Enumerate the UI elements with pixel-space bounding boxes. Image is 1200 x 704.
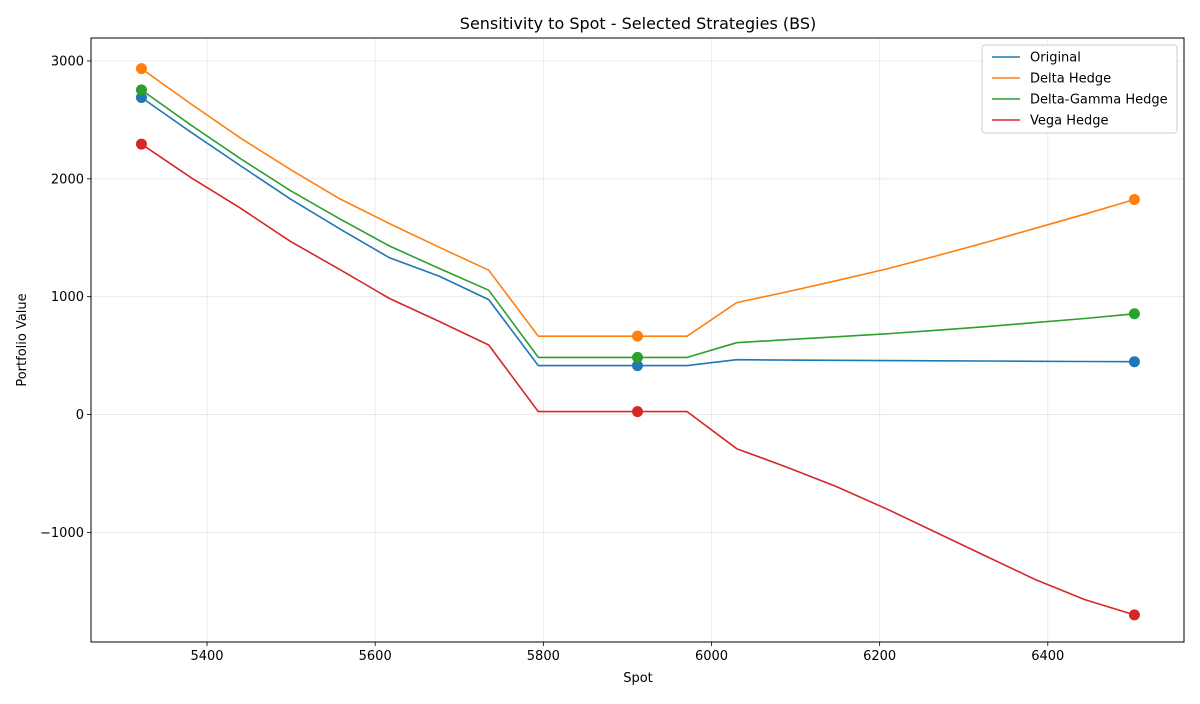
y-tick-label: −1000 bbox=[40, 526, 84, 541]
legend: Original Delta Hedge Delta-Gamma Hedge Vega… bbox=[981, 44, 1178, 134]
plot-frame bbox=[90, 37, 1185, 643]
x-axis-label: Spot bbox=[623, 671, 653, 686]
series-marker-3 bbox=[135, 138, 147, 150]
series-line-3 bbox=[140, 143, 1135, 616]
series-marker-0 bbox=[632, 360, 643, 372]
legend-label: Delta Hedge bbox=[1030, 72, 1111, 87]
x-tick-label: 5600 bbox=[359, 649, 392, 664]
y-axis: −1000 0 1000 2000 3000 bbox=[40, 54, 91, 541]
x-tick-label: 6200 bbox=[863, 649, 896, 664]
legend-box bbox=[981, 44, 1178, 134]
series-marker-2 bbox=[135, 84, 147, 96]
series-marker-2 bbox=[632, 351, 643, 363]
series-marker-3 bbox=[1128, 609, 1140, 621]
legend-label: Delta-Gamma Hedge bbox=[1030, 93, 1168, 108]
chart-title: Sensitivity to Spot - Selected Strategie… bbox=[460, 14, 816, 33]
legend-label: Original bbox=[1030, 51, 1081, 66]
series-marker-1 bbox=[632, 330, 643, 342]
series-marker-0 bbox=[1128, 356, 1140, 368]
y-tick-label: 2000 bbox=[51, 172, 84, 187]
series-marker-0 bbox=[135, 92, 147, 104]
series-marker-1 bbox=[1128, 193, 1140, 205]
x-axis: 5400 5600 5800 6000 6200 6400 bbox=[190, 642, 1064, 664]
x-tick-label: 5400 bbox=[190, 649, 223, 664]
x-tick-label: 6400 bbox=[1031, 649, 1064, 664]
y-tick-label: 0 bbox=[76, 408, 84, 423]
legend-label: Vega Hedge bbox=[1030, 114, 1109, 129]
y-axis-label: Portfolio Value bbox=[15, 293, 30, 386]
x-tick-label: 5800 bbox=[527, 649, 560, 664]
y-tick-label: 1000 bbox=[51, 290, 84, 305]
y-tick-label: 3000 bbox=[51, 54, 84, 69]
series-marker-3 bbox=[632, 406, 643, 418]
series-layer bbox=[135, 63, 1140, 621]
grid-lines bbox=[91, 38, 1184, 642]
series-marker-1 bbox=[135, 63, 147, 75]
x-tick-label: 6000 bbox=[695, 649, 728, 664]
series-marker-2 bbox=[1128, 308, 1140, 320]
series-line-0 bbox=[140, 96, 1135, 367]
